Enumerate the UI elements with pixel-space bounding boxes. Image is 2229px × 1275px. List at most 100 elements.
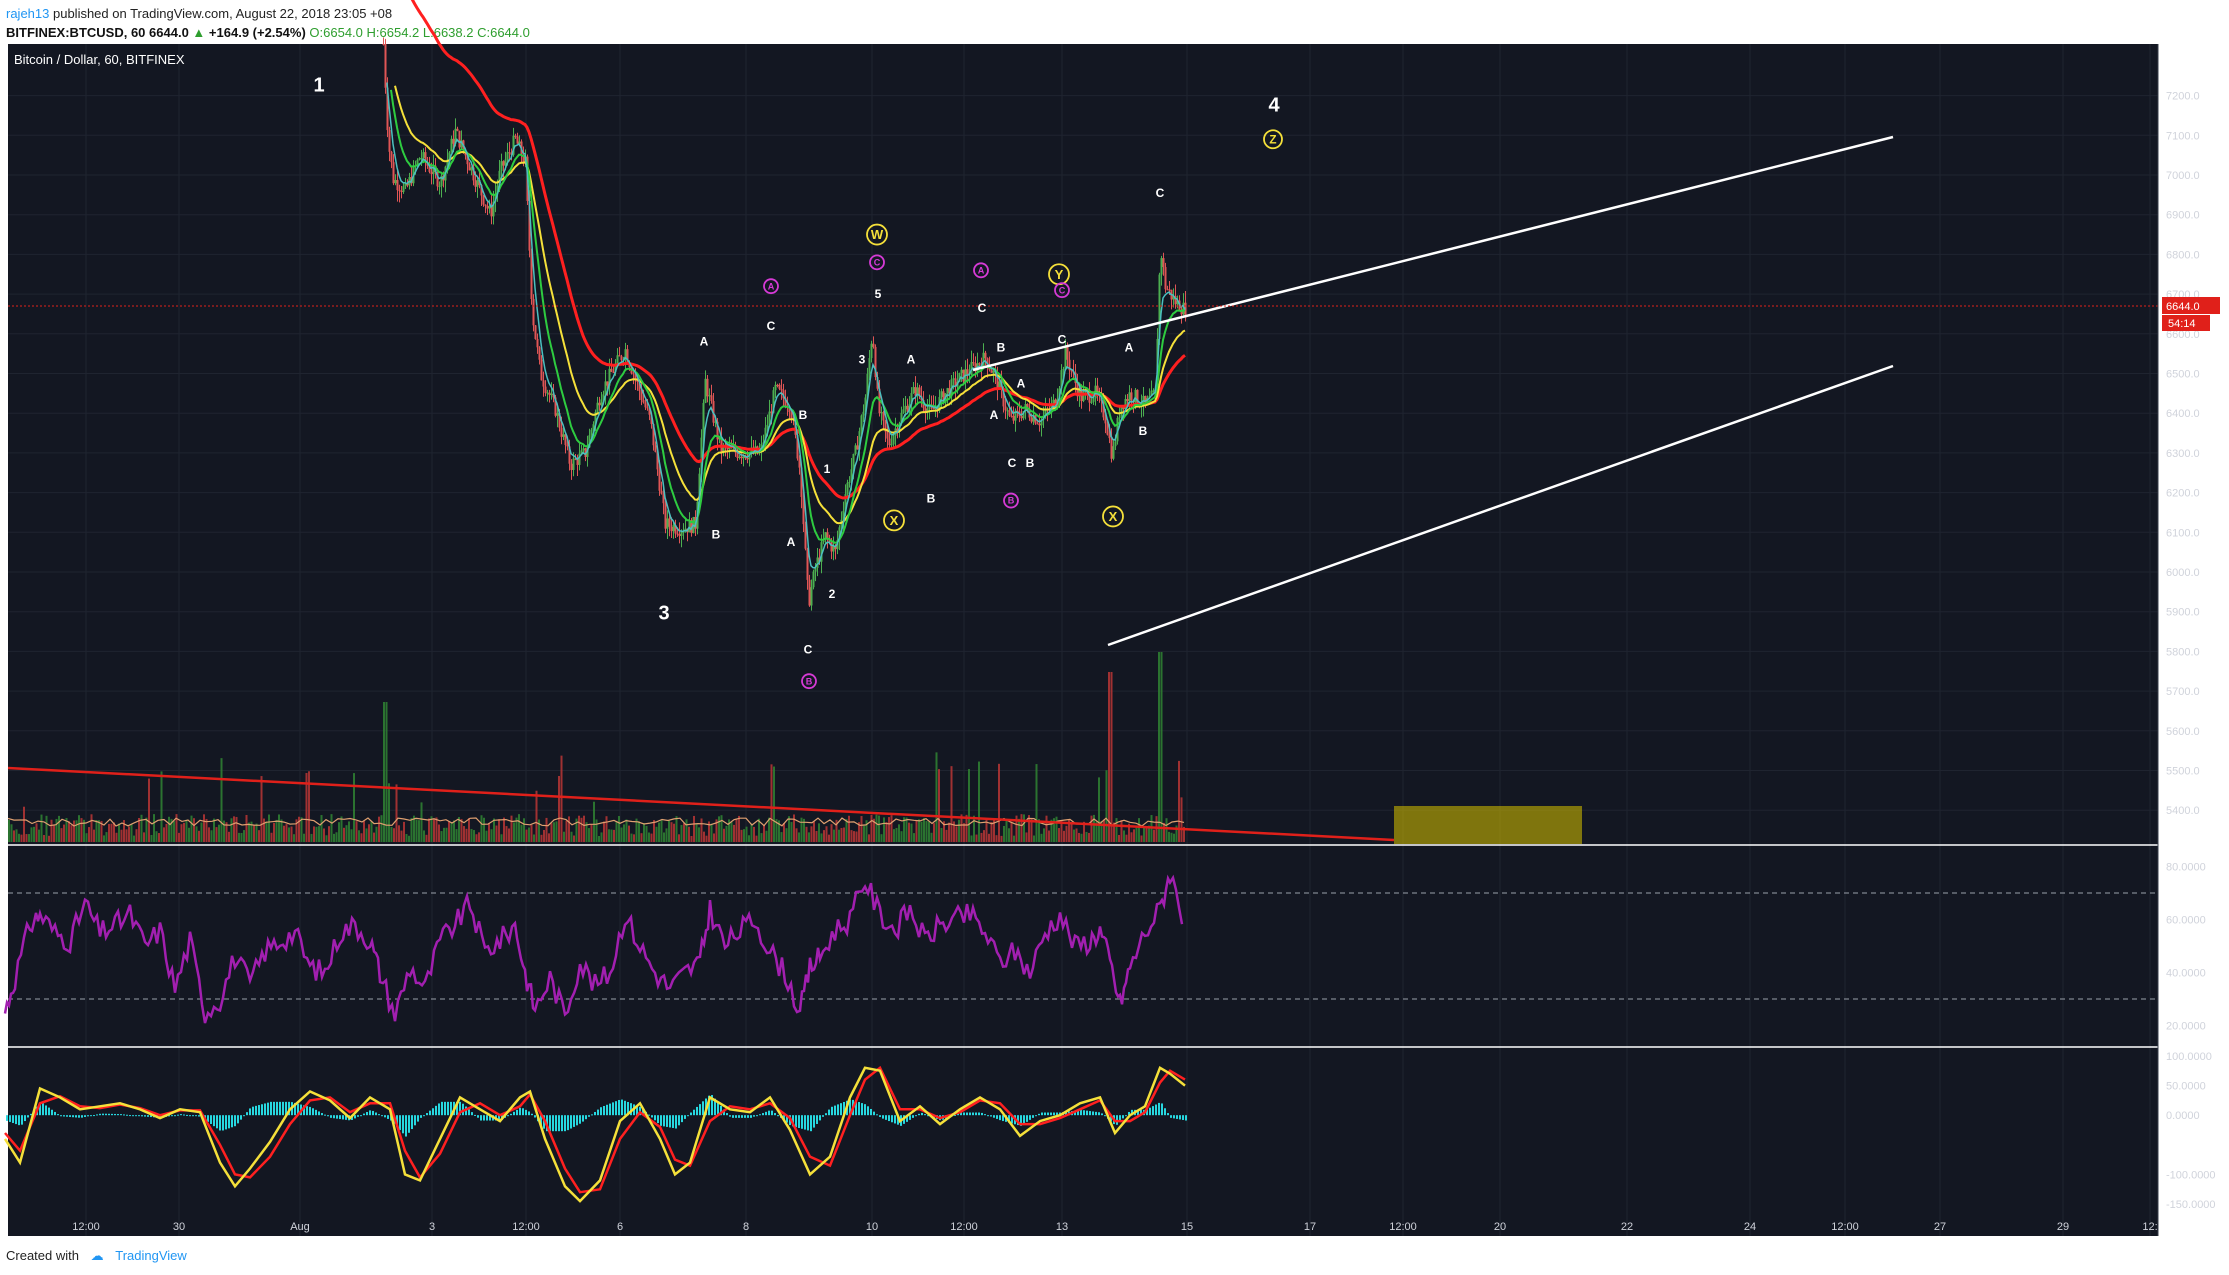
macd-hist-bar <box>630 1103 632 1116</box>
volume-bar <box>378 816 380 842</box>
volume-bar <box>980 832 983 842</box>
y-tick-label: 6500.0 <box>2166 369 2200 381</box>
wave-label: A <box>700 335 709 349</box>
volume-bar <box>523 818 525 842</box>
volume-bar <box>293 834 295 842</box>
x-tick-label: 12:00 <box>512 1221 540 1233</box>
candle-body <box>1096 385 1099 395</box>
author-link[interactable]: rajeh13 <box>6 6 50 21</box>
candle-body <box>446 159 449 167</box>
volume-bar <box>340 816 343 842</box>
candle-body <box>496 185 499 194</box>
volume-bar <box>150 835 153 842</box>
candle-body <box>816 557 819 568</box>
wave-circle-marker <box>866 223 888 246</box>
volume-bar <box>693 815 695 842</box>
x-tick-label: 8 <box>743 1221 749 1233</box>
candle-body <box>618 355 621 357</box>
tradingview-link[interactable]: TradingView <box>115 1248 187 1263</box>
candle-body <box>652 423 655 446</box>
channel-lower-line[interactable] <box>1107 364 1894 647</box>
macd-hist-bar <box>522 1108 524 1116</box>
macd-hist-bar <box>564 1115 566 1132</box>
candle-body <box>648 408 651 415</box>
candle-body <box>846 482 849 495</box>
volume-bar <box>1085 831 1088 842</box>
macd-hist-bar <box>450 1101 452 1116</box>
candle-body <box>864 397 867 412</box>
macd-hist-bar <box>651 1115 653 1118</box>
candle-body <box>588 435 591 448</box>
volume-bar <box>1100 821 1103 842</box>
macd-hist-bar <box>6 1115 8 1121</box>
volume-bar <box>753 826 755 842</box>
candle-body <box>1016 410 1019 412</box>
volume-bar <box>1013 835 1015 842</box>
volume-bar <box>53 824 55 842</box>
volume-bar <box>618 816 620 842</box>
candle-body <box>726 446 729 450</box>
volume-bar <box>83 819 85 842</box>
volume-bar <box>235 816 238 842</box>
macd-hist-bar <box>51 1109 53 1116</box>
x-tick-label: 27 <box>1934 1221 1946 1233</box>
macd-hist-bar <box>150 1115 152 1118</box>
volume-bar <box>1120 820 1123 842</box>
candle-body <box>558 413 561 428</box>
macd-hist-bar <box>672 1115 674 1128</box>
macd-line <box>3 1065 1186 1203</box>
volume-bar <box>690 835 693 842</box>
volume-bar <box>113 822 115 842</box>
volume-bar <box>70 825 73 842</box>
macd-hist-bar <box>345 1115 347 1120</box>
candle-body <box>678 534 681 536</box>
candle-body <box>540 359 543 381</box>
volume-bar <box>913 833 915 842</box>
volume-bar <box>310 833 313 842</box>
macd-hist-bar <box>195 1115 197 1117</box>
volume-bar <box>530 824 533 842</box>
macd-hist-bar <box>708 1095 710 1116</box>
volume-bar <box>518 814 520 842</box>
volume-bar <box>1145 826 1148 842</box>
channel-upper-line[interactable] <box>972 135 1894 372</box>
volume-bar <box>958 819 960 842</box>
macd-hist-bar <box>123 1114 125 1116</box>
candle-body <box>936 407 939 411</box>
volume-bar <box>165 823 168 842</box>
candle-body <box>1112 446 1115 459</box>
macd-hist-bar <box>966 1112 968 1116</box>
volume-bar <box>270 832 273 842</box>
volume-bar <box>183 822 185 842</box>
candle-body <box>858 431 861 450</box>
volume-bar <box>688 826 690 842</box>
volume-bar <box>430 816 433 842</box>
volume-bar <box>910 823 913 842</box>
wave-label: C <box>767 319 776 333</box>
volume-bar <box>835 819 838 842</box>
macd-hist-bar <box>555 1115 557 1132</box>
wave-label: B <box>997 341 1006 355</box>
macd-hist-bar <box>1050 1112 1052 1116</box>
volume-bar <box>630 833 633 842</box>
volume-bar <box>395 784 398 842</box>
candle-body <box>1010 415 1013 417</box>
macd-hist-bar <box>1095 1111 1097 1116</box>
time-axis[interactable]: 12:00 30 Aug 3 12:00 6 8 10 12:00 13 15 17 12:00 20 22… <box>72 1221 2157 1233</box>
volume-bar <box>1078 832 1080 842</box>
candle-body <box>474 180 477 187</box>
macd-hist-bar <box>765 1111 767 1116</box>
candle-body <box>654 445 657 452</box>
candle-body <box>992 370 995 373</box>
candle-body <box>932 407 935 410</box>
price-axis[interactable]: 7200.07100.07000.06900.06800.06700.06600… <box>2166 91 2200 818</box>
volume-trendline[interactable] <box>7 766 1395 842</box>
volume-bar <box>250 821 253 842</box>
candle-body <box>608 368 611 386</box>
macd-hist-bar <box>420 1115 422 1118</box>
volume-bar <box>90 814 93 842</box>
volume-bar <box>683 823 685 842</box>
macd-hist-bar <box>18 1115 20 1126</box>
candle-body <box>902 409 905 413</box>
